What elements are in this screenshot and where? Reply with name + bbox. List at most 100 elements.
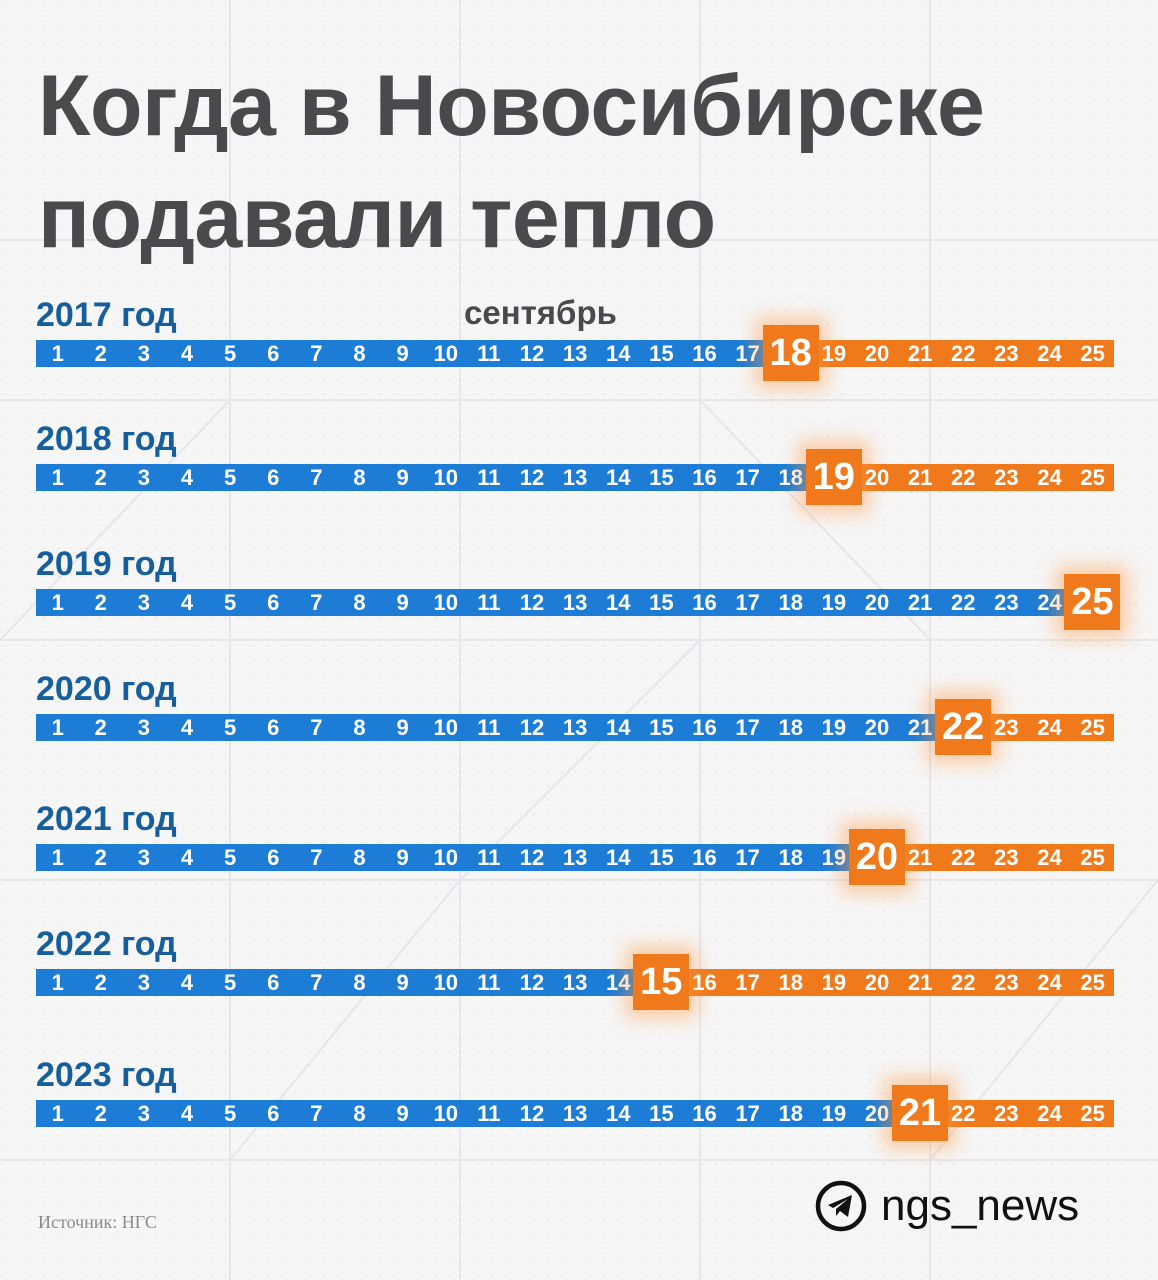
- heating-start-day: 25: [1064, 574, 1121, 630]
- day-number: 20: [864, 465, 890, 490]
- day-number: 2: [94, 341, 107, 366]
- day-number: 6: [267, 590, 280, 615]
- day-number: 3: [137, 465, 151, 490]
- day-number: 16: [692, 970, 717, 995]
- day-number: 25: [1080, 1101, 1105, 1126]
- title-line-1: Когда в Новосибирске: [38, 58, 985, 154]
- day-number: 6: [267, 465, 280, 490]
- year-label: 2017 год: [36, 296, 177, 334]
- day-number: 2: [94, 970, 107, 995]
- day-number: 8: [353, 1101, 366, 1126]
- day-number: 18: [778, 715, 803, 740]
- day-number: 21: [907, 845, 933, 870]
- day-number: 7: [310, 970, 323, 995]
- day-number: 14: [606, 1101, 631, 1126]
- day-number: 5: [224, 465, 237, 490]
- day-number: 12: [519, 590, 545, 615]
- day-number: 13: [562, 715, 588, 740]
- day-scale: 1 2 3 4 5 6 7 8 9 10 11 12 13 14 15 16 17 18 19 20 21 22 23 24 2…: [36, 1085, 1114, 1141]
- day-number: 1: [51, 1101, 64, 1126]
- day-number: 10: [433, 590, 459, 615]
- month-label: сентябрь: [464, 294, 617, 331]
- day-number: 19: [821, 845, 847, 870]
- day-number: 13: [562, 1101, 588, 1126]
- year-label: 2021 год: [36, 800, 177, 838]
- brand-name: ngs_news: [881, 1181, 1080, 1230]
- day-number: 5: [224, 590, 237, 615]
- day-number: 13: [562, 341, 588, 366]
- day-scale: 1 2 3 4 5 6 7 8 9 10 11 12 13 14 15 16 17 18 19 20 21 22 23 24 2…: [36, 449, 1114, 505]
- day-number: 7: [310, 590, 323, 615]
- day-number: 18: [778, 465, 803, 490]
- day-number: 17: [735, 465, 760, 490]
- day-number: 16: [692, 465, 717, 490]
- year-row-2021: 2021 год 1 2 3 4 5 6 7 8 9 10 11 12 13 14 15 16 17 18 19 20…: [36, 800, 1116, 910]
- day-number: 24: [1037, 590, 1062, 615]
- heating-segment: [769, 340, 1114, 367]
- day-number: 4: [180, 590, 194, 615]
- day-number: 15: [649, 715, 674, 740]
- day-number: 22: [950, 1101, 976, 1126]
- day-number: 20: [864, 1101, 890, 1126]
- day-number: 25: [1080, 715, 1105, 740]
- day-number: 11: [477, 1101, 501, 1126]
- day-number: 10: [433, 1101, 459, 1126]
- day-number: 14: [606, 845, 631, 870]
- day-scale: 1 2 3 4 5 6 7 8 9 10 11 12 13 14 15 16 17 18 19 20 21 22 23 24 2…: [36, 325, 1114, 381]
- day-number: 2: [94, 845, 107, 870]
- day-number: 11: [477, 970, 501, 995]
- day-number: 16: [692, 1101, 717, 1126]
- day-number: 17: [735, 590, 760, 615]
- heating-start-day: 19: [805, 449, 862, 505]
- day-number: 7: [310, 1101, 323, 1126]
- day-number: 4: [180, 341, 194, 366]
- day-number: 2: [94, 590, 107, 615]
- day-number: 22: [950, 465, 976, 490]
- day-number: 11: [477, 590, 501, 615]
- day-number: 19: [821, 715, 847, 740]
- day-number: 2: [94, 1101, 107, 1126]
- day-number: 16: [692, 715, 717, 740]
- day-number: 22: [950, 970, 976, 995]
- day-number: 1: [51, 970, 64, 995]
- day-number: 22: [950, 845, 976, 870]
- day-number: 24: [1037, 341, 1062, 366]
- day-number: 4: [180, 465, 194, 490]
- day-number: 17: [735, 341, 760, 366]
- day-number: 18: [778, 845, 803, 870]
- day-number: 10: [433, 341, 459, 366]
- day-number: 16: [692, 845, 717, 870]
- year-row-2020: 2020 год 1 2 3 4 5 6 7 8 9 10 11 12 13 14 15 16 17 18 19 20…: [36, 670, 1116, 780]
- day-number: 20: [864, 970, 890, 995]
- day-number: 3: [137, 590, 151, 615]
- day-scale: 1 2 3 4 5 6 7 8 9 10 11 12 13 14 15 16 17 18 19 20 21 22 23 24 2…: [36, 574, 1121, 630]
- day-number: 1: [51, 590, 64, 615]
- day-number: 17: [735, 715, 760, 740]
- day-number: 14: [606, 715, 631, 740]
- day-number: 25: [1080, 341, 1105, 366]
- pre-heating-segment: [36, 969, 640, 996]
- title-line-2: подавали тепло: [38, 170, 716, 266]
- day-number: 9: [396, 465, 409, 490]
- day-number: 23: [994, 845, 1019, 870]
- source-note: Источник: НГС: [38, 1212, 157, 1232]
- pre-heating-segment: [36, 340, 770, 367]
- day-number: 18: [778, 1101, 803, 1126]
- heating-start-day: 21: [891, 1085, 948, 1141]
- telegram-icon: [815, 1180, 867, 1232]
- day-number: 11: [477, 465, 501, 490]
- day-number: 15: [649, 1101, 674, 1126]
- day-number: 1: [51, 845, 64, 870]
- day-number: 8: [353, 845, 366, 870]
- day-number: 19: [821, 590, 847, 615]
- day-number: 22: [950, 590, 976, 615]
- day-number: 9: [396, 845, 409, 870]
- day-number: 7: [310, 715, 323, 740]
- day-number: 7: [310, 845, 323, 870]
- day-number: 8: [353, 715, 366, 740]
- day-number: 21: [907, 465, 933, 490]
- day-number: 13: [562, 845, 588, 870]
- day-number: 17: [735, 970, 760, 995]
- day-number: 13: [562, 590, 588, 615]
- day-number: 13: [562, 970, 588, 995]
